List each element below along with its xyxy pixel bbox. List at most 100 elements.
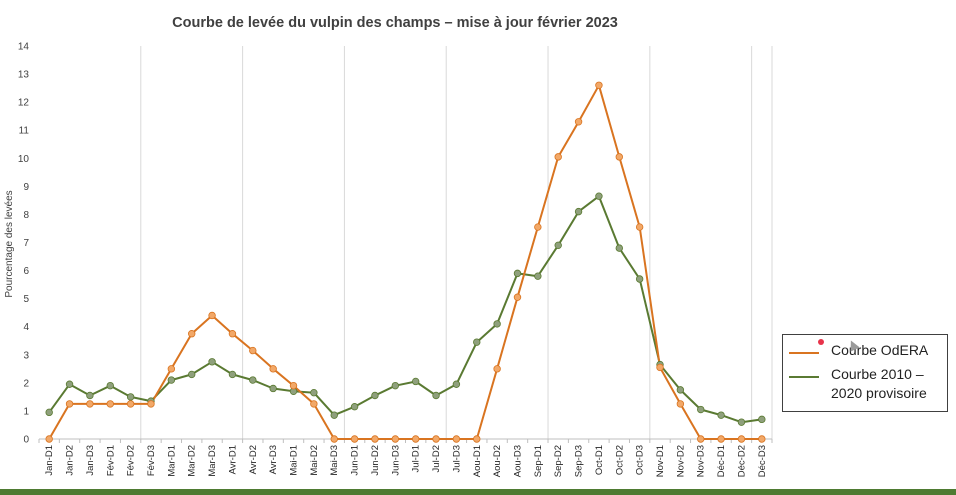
series-odera-point [147, 400, 155, 408]
series-odera-point [330, 435, 338, 443]
series-odera-point [595, 81, 603, 89]
x-tick-label: Jun-D1 [350, 445, 361, 476]
series-2010-2020-point [513, 269, 522, 278]
series-2010-2020-point [432, 391, 440, 400]
series-2010-2020-point [534, 272, 542, 280]
series-2010-2020-point [615, 244, 623, 252]
x-tick-label: Jun-D3 [390, 445, 401, 476]
x-tick-label: Jun-D2 [370, 445, 381, 476]
series-2010-2020-point [45, 408, 53, 417]
y-tick-label: 4 [23, 322, 29, 333]
x-tick-label: Mar-D3 [207, 445, 218, 477]
series-2010-2020-point [595, 192, 603, 200]
series-2010-2020-point [310, 388, 318, 397]
x-tick-label: Aou-D3 [512, 445, 523, 477]
series-2010-2020-point [758, 415, 766, 424]
series-layer [45, 81, 766, 443]
series-2010-2020-point [737, 418, 746, 426]
series-odera-point [310, 400, 318, 408]
series-odera-line [48, 84, 762, 440]
x-tick-label: Jul-D3 [451, 445, 462, 472]
series-odera-point [737, 435, 746, 443]
series-odera-point [513, 293, 522, 301]
x-tick-label: Sep-D3 [574, 445, 585, 477]
x-tick-label: Déc-D1 [716, 445, 727, 477]
y-tick-label: 8 [23, 210, 29, 221]
series-odera-point [574, 118, 583, 126]
series-2010-2020-point [493, 320, 501, 328]
x-tick-label: Mar-D2 [187, 445, 198, 477]
y-tick-label: 5 [23, 294, 29, 305]
series-odera-point [391, 435, 400, 443]
y-tick-label: 9 [23, 182, 29, 193]
series-odera-point [86, 400, 94, 408]
series-odera-point [411, 435, 420, 443]
series-odera-point [534, 223, 542, 231]
series-2010-2020-line [48, 195, 762, 424]
bottom-bar [0, 489, 956, 495]
x-tick-label: Nov-D1 [655, 445, 666, 477]
series-2010-2020-point [371, 391, 379, 400]
chart-title: Courbe de levée du vulpin des champs – m… [172, 15, 618, 31]
x-tick-label: Déc-D2 [736, 445, 747, 477]
x-tick-label: Déc-D3 [757, 445, 768, 477]
series-odera-point [656, 363, 664, 372]
y-tick-label: 7 [23, 238, 29, 249]
series-2010-2020-point [330, 411, 338, 419]
x-tick-label: Oct-D3 [635, 445, 646, 475]
series-2010-2020-point [65, 380, 74, 388]
series-2010-2020-point [167, 376, 176, 384]
legend-swatch-odera [789, 352, 819, 354]
series-odera-point [697, 435, 705, 443]
series-odera-point [615, 153, 623, 161]
series-odera-point [249, 346, 257, 355]
legend-label-2010-2020: Courbe 2010 – 2020 provisoire [831, 366, 927, 401]
y-tick-label: 3 [23, 350, 29, 361]
series-2010-2020-point [452, 380, 461, 388]
series-odera-point [65, 400, 74, 408]
series-2010-2020-point [473, 338, 481, 346]
series-2010-2020-point [208, 358, 216, 366]
red-dot-marker [818, 339, 824, 345]
series-2010-2020-point [697, 405, 705, 414]
x-tick-label: Avr-D2 [248, 445, 259, 474]
series-2010-2020-point [717, 411, 725, 419]
series-odera-point [269, 365, 277, 373]
x-tick-label: Oct-D2 [614, 445, 625, 475]
x-tick-label: Fév-D1 [105, 445, 116, 476]
x-tick-label: Aou-D1 [472, 445, 483, 477]
series-2010-2020-point [574, 207, 583, 216]
x-tick-label: Aou-D2 [492, 445, 503, 477]
legend-label-odera: Courbe OdERA [831, 342, 929, 358]
series-odera-point [350, 435, 359, 443]
x-tick-label: Avr-D1 [227, 445, 238, 474]
series-2010-2020-point [228, 370, 237, 379]
x-tick-label: Jul-D2 [431, 445, 442, 472]
series-odera-point [126, 400, 135, 408]
x-tick-label: Sep-D1 [533, 445, 544, 477]
series-2010-2020-point [411, 377, 420, 386]
x-tick-label: Nov-D2 [675, 445, 686, 477]
series-odera-point [228, 330, 237, 338]
y-tick-label: 1 [23, 406, 29, 417]
series-odera-point [188, 330, 196, 338]
series-odera-point [493, 365, 501, 373]
series-2010-2020-point [86, 391, 94, 400]
series-2010-2020-point [635, 275, 644, 283]
series-2010-2020-point [188, 370, 196, 379]
series-2010-2020-point [269, 384, 277, 393]
legend-swatch-2010-2020 [789, 376, 819, 378]
series-odera-point [45, 435, 53, 443]
x-tick-label: Fév-D2 [126, 445, 137, 476]
series-2010-2020-point [350, 403, 359, 411]
y-tick-label: 6 [23, 266, 29, 277]
series-odera-point [473, 435, 481, 443]
series-odera-point [106, 400, 114, 408]
y-tick-label: 2 [23, 378, 29, 389]
series-2010-2020-point [554, 241, 562, 250]
series-2010-2020-point [126, 393, 135, 401]
x-tick-label: Avr-D3 [268, 445, 279, 474]
